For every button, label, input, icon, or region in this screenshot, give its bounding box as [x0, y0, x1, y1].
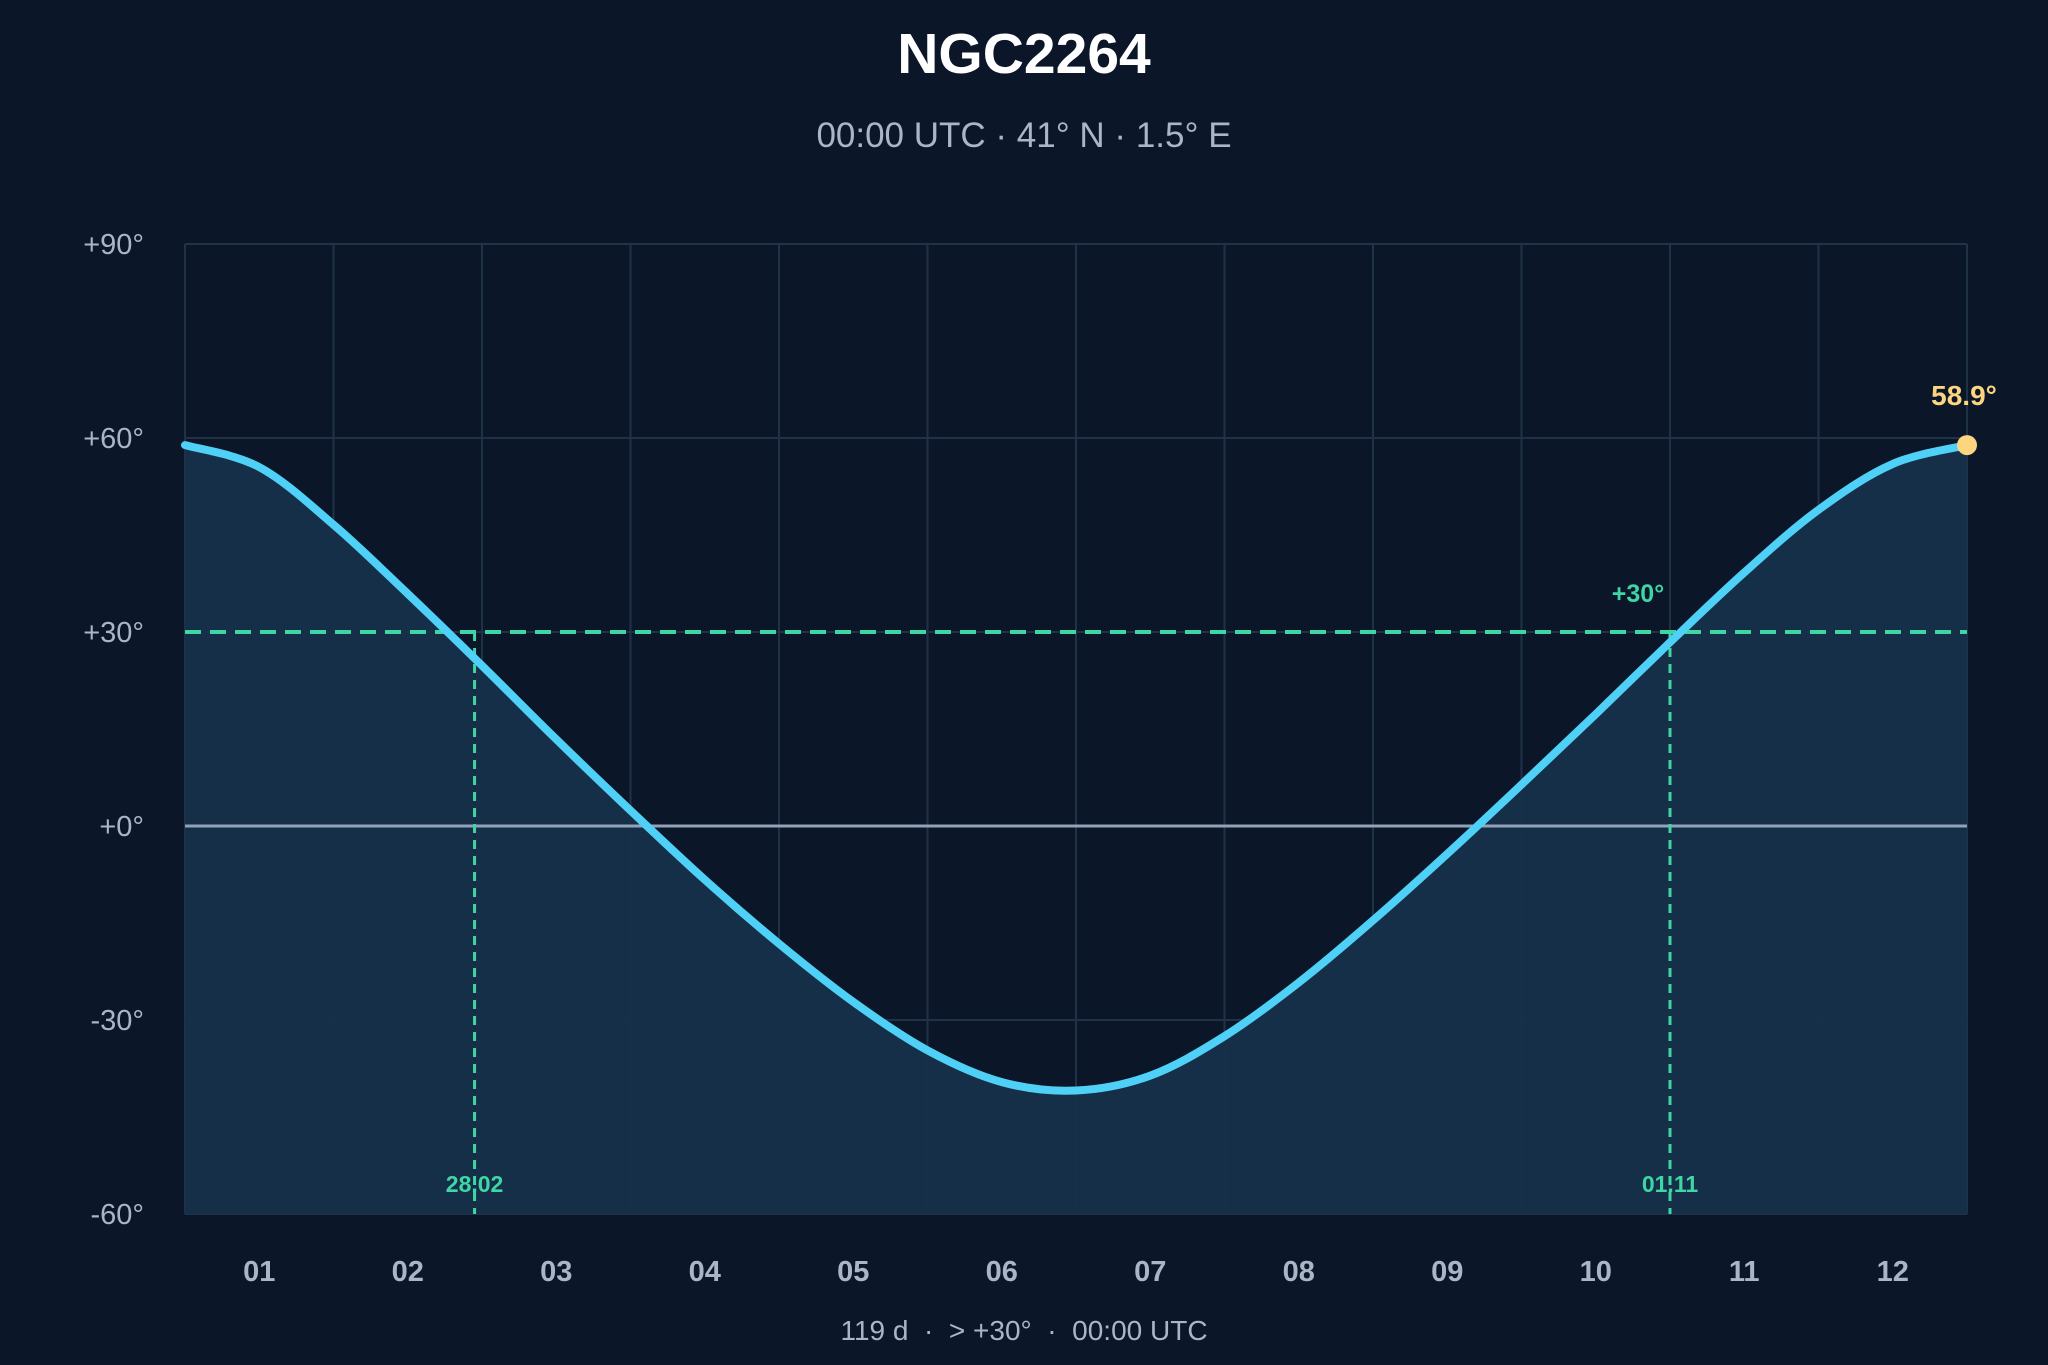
x-axis: 01 02 03 04 05 06 07 08 09 10 11 12 [243, 1256, 1909, 1288]
x-tick-label: 12 [1877, 1256, 1909, 1288]
threshold-label: +30° [1612, 580, 1664, 608]
footer-summary: 119 d · > +30° · 00:00 UTC [840, 1315, 1207, 1346]
x-tick-label: 09 [1431, 1256, 1463, 1288]
y-tick-label: -30° [90, 1005, 144, 1037]
x-tick-label: 10 [1580, 1256, 1612, 1288]
y-tick-label: +0° [99, 811, 144, 843]
y-axis: +90° +60° +30° +0° -30° -60° [83, 229, 144, 1231]
peak-label: 58.9° [1931, 380, 1997, 411]
x-tick-label: 02 [392, 1256, 424, 1288]
y-tick-label: +90° [83, 229, 144, 261]
series-line-altitude [181, 441, 1971, 1095]
x-tick-label: 01 [243, 1256, 275, 1288]
y-tick-label: -60° [90, 1199, 144, 1231]
x-tick-label: 06 [986, 1256, 1018, 1288]
x-tick-label: 07 [1134, 1256, 1166, 1288]
x-tick-label: 03 [540, 1256, 572, 1288]
x-tick-label: 11 [1729, 1256, 1760, 1288]
chart-subtitle: 00:00 UTC · 41° N · 1.5° E [816, 116, 1231, 155]
x-tick-label: 05 [837, 1256, 869, 1288]
x-tick-label: 08 [1283, 1256, 1315, 1288]
x-tick-label: 04 [689, 1256, 721, 1288]
crossing-label: 01.11 [1642, 1171, 1698, 1197]
area-fill [185, 445, 1967, 1215]
peak-point [1957, 435, 1977, 456]
y-tick-label: +60° [83, 423, 144, 455]
crossing-label: 28.02 [446, 1171, 504, 1197]
y-tick-label: +30° [83, 617, 144, 649]
chart-title: NGC2264 [897, 22, 1151, 86]
crossings: 28.02 01.11 [446, 632, 1698, 1214]
